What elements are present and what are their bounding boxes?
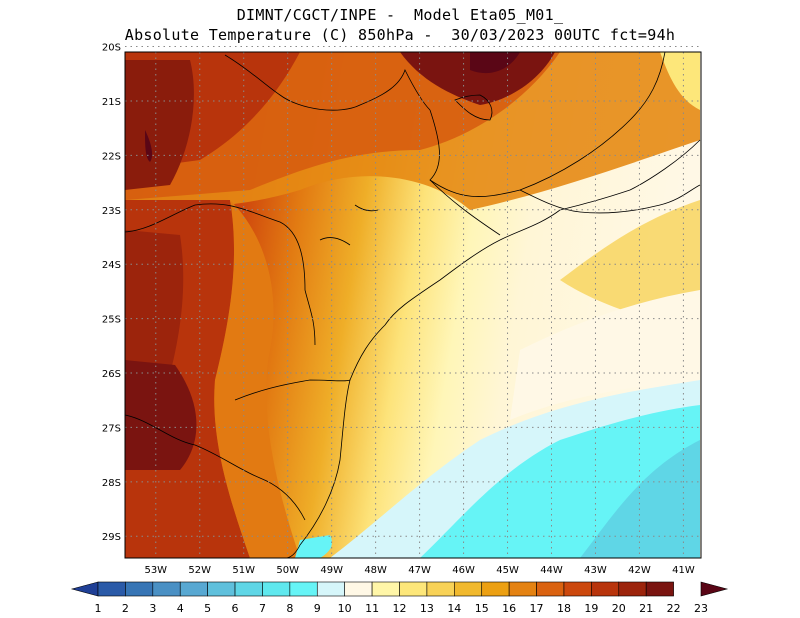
- colorbar-swatch: [399, 581, 428, 597]
- coastline: [125, 52, 701, 558]
- colorbar-swatch: [70, 581, 99, 597]
- colorbar-label: 15: [475, 602, 489, 615]
- lon-label: 52W: [188, 565, 211, 576]
- colorbar-label: 8: [286, 602, 293, 615]
- lat-label: 27S: [102, 423, 121, 434]
- colorbar-swatch: [454, 581, 483, 597]
- colorbar-label: 10: [338, 602, 352, 615]
- map-title-line2: Absolute Temperature (C) 850hPa - 30/03/…: [124, 26, 676, 44]
- colorbar-label: 13: [420, 602, 434, 615]
- colorbar-swatch: [536, 581, 565, 597]
- latitude-labels: 20S 21S 22S 23S 24S 25S 26S 27S 28S 29S: [102, 43, 121, 544]
- lon-label: 45W: [496, 565, 519, 576]
- colorbar-label: 21: [639, 602, 653, 615]
- colorbar-swatch: [344, 581, 373, 597]
- colorbar-swatch: [316, 581, 345, 597]
- lon-label: 41W: [672, 565, 695, 576]
- colorbar-label: 5: [204, 602, 211, 615]
- lat-label: 28S: [102, 478, 121, 489]
- colorbar-swatch: [152, 581, 181, 597]
- lon-label: 43W: [584, 565, 607, 576]
- lat-label: 25S: [102, 315, 121, 326]
- colorbar-swatch: [179, 581, 208, 597]
- colorbar-swatch: [563, 581, 592, 597]
- colorbar-swatch: [234, 581, 263, 597]
- colorbar-label: 12: [393, 602, 407, 615]
- lat-label: 24S: [102, 260, 121, 271]
- colorbar-swatch: [207, 581, 236, 597]
- colorbar-swatch: [645, 581, 674, 597]
- colorbar-label: 17: [530, 602, 544, 615]
- lon-label: 44W: [540, 565, 563, 576]
- colorbar-label: 4: [177, 602, 184, 615]
- temperature-field: [125, 52, 701, 558]
- map-gridlines: [125, 46, 701, 558]
- colorbar-label: 3: [149, 602, 156, 615]
- colorbar-swatch: [700, 581, 729, 597]
- lon-label: 49W: [320, 565, 343, 576]
- colorbar-swatch: [289, 581, 318, 597]
- lat-label: 21S: [102, 97, 121, 108]
- lon-label: 47W: [408, 565, 431, 576]
- colorbar-swatch: [508, 581, 537, 597]
- lat-label: 20S: [102, 43, 121, 54]
- lat-label: 23S: [102, 206, 121, 217]
- colorbar-label: 18: [557, 602, 571, 615]
- lon-label: 42W: [628, 565, 651, 576]
- lon-label: 50W: [276, 565, 299, 576]
- colorbar-label: 2: [122, 602, 129, 615]
- colorbar-swatch: [481, 581, 510, 597]
- colorbar-label: 23: [694, 602, 708, 615]
- colorbar-label: 1: [95, 602, 102, 615]
- lon-label: 51W: [232, 565, 255, 576]
- colorbar-swatch: [262, 581, 291, 597]
- colorbar-label: 14: [447, 602, 461, 615]
- colorbar-swatch: [591, 581, 620, 597]
- colorbar-swatch: [618, 581, 647, 597]
- colorbar-label: 11: [365, 602, 379, 615]
- lat-label: 26S: [102, 369, 121, 380]
- colorbar-swatch: [125, 581, 154, 597]
- colorbar-label: 9: [314, 602, 321, 615]
- lon-label: 48W: [364, 565, 387, 576]
- lat-label: 29S: [102, 532, 121, 543]
- colorbar-label: 19: [584, 602, 598, 615]
- map-title-line1: DIMNT/CGCT/INPE - Model Eta05_M01_: [236, 6, 564, 24]
- colorbar-swatch: [97, 581, 126, 597]
- colorbar-label: 16: [502, 602, 516, 615]
- longitude-labels: 53W 52W 51W 50W 49W 48W 47W 46W 45W 44W 43W 42W 41W: [144, 565, 694, 576]
- map-frame: [124, 51, 702, 559]
- lon-label: 46W: [452, 565, 475, 576]
- lat-label: 22S: [102, 151, 121, 162]
- colorbar-label: 20: [612, 602, 626, 615]
- colorbar-label: 6: [232, 602, 239, 615]
- colorbar-label: 7: [259, 602, 266, 615]
- colorbar-swatch: [426, 581, 455, 597]
- colorbar-label: 22: [667, 602, 681, 615]
- colorbar-swatch: [371, 581, 400, 597]
- lon-label: 53W: [144, 565, 167, 576]
